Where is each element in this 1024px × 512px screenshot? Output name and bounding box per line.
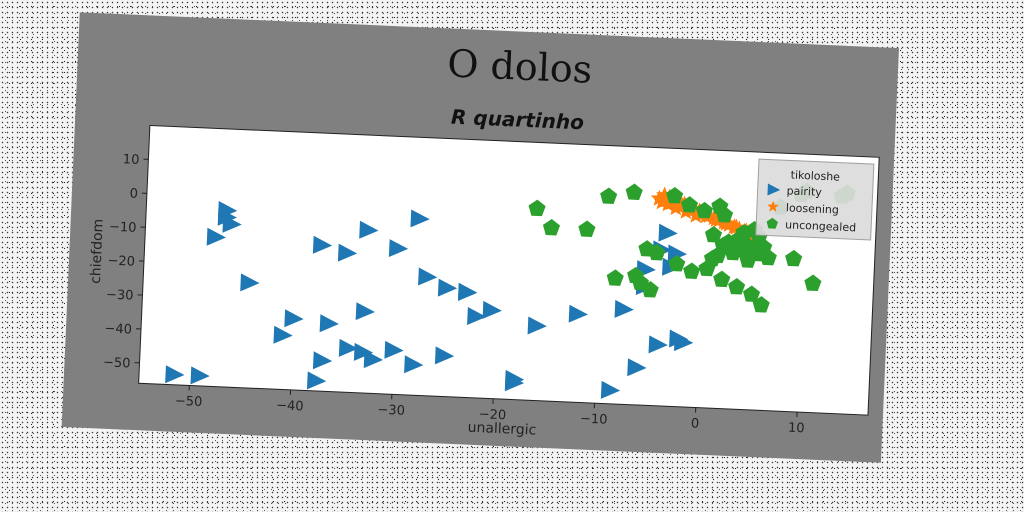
uncongealed-point (625, 183, 643, 201)
uncongealed-point (785, 249, 803, 267)
pairity-point (284, 309, 304, 328)
uncongealed-point (735, 223, 753, 241)
loosening-point (659, 195, 677, 212)
pairity-point (434, 346, 455, 365)
uncongealed-point (578, 220, 596, 238)
x-tick-label: −20 (478, 407, 506, 423)
legend-marker-loosening (767, 200, 779, 212)
pairity-point (648, 335, 668, 354)
pairity-point (658, 223, 678, 242)
legend: tikoloshe pairity loosening uncongealed (755, 158, 875, 241)
y-tick-label: 10 (123, 152, 140, 168)
pairity-point (355, 302, 375, 321)
y-tick-label: −30 (106, 287, 134, 303)
pairity-point (410, 209, 430, 228)
pairity-point (206, 227, 226, 246)
loosening-point (687, 206, 705, 224)
legend-label-uncongealed: uncongealed (785, 218, 856, 234)
y-tick-label: −50 (103, 355, 131, 371)
y-tick-label: −20 (107, 254, 135, 270)
pairity-point (418, 267, 438, 286)
pairity-point (667, 244, 687, 263)
pairity-point (312, 351, 333, 370)
pairity-point (504, 373, 525, 392)
loosening-point (707, 210, 725, 228)
x-tick-label: −50 (175, 394, 203, 410)
x-tick-label: −40 (276, 398, 304, 414)
loosening-point (727, 218, 745, 236)
pairity-point (527, 316, 547, 335)
uncongealed-point (698, 259, 716, 277)
pairity-point (457, 282, 478, 301)
uncongealed-point (759, 248, 777, 266)
plot-area (138, 124, 880, 416)
axis-ticks: −50 −40 −30 −20 −10 0 10 10 0 −10 −20 −30 −40 −50 (103, 152, 805, 437)
uncongealed-point (705, 226, 723, 243)
pairity-point (388, 239, 409, 258)
x-axis-label: unallergic (467, 420, 536, 439)
uncongealed-point (743, 285, 761, 302)
legend-box (755, 158, 875, 241)
pairity-point (404, 355, 424, 374)
uncongealed-point (716, 206, 734, 223)
loosening-point (717, 214, 735, 232)
pairity-point (600, 380, 621, 399)
pairity-point (222, 214, 242, 233)
legend-label-pairity: pairity (786, 184, 822, 199)
pairity-point (353, 342, 374, 361)
x-tick-label: 10 (788, 421, 805, 437)
uncongealed-point (606, 269, 624, 286)
x-tick-label: −10 (580, 412, 608, 428)
legend-title: tikoloshe (790, 168, 840, 183)
uncongealed-point (713, 270, 731, 288)
pairity-point (306, 371, 327, 390)
pairity-point (165, 365, 185, 384)
uncongealed-point (638, 240, 656, 257)
uncongealed-point (680, 196, 699, 213)
uncongealed-point (668, 255, 686, 272)
uncongealed-point (542, 218, 561, 236)
uncongealed-point (804, 274, 822, 292)
uncongealed-point (666, 186, 684, 204)
pairity-point (217, 207, 237, 226)
uncongealed-point (600, 187, 618, 204)
pairity-point (359, 220, 379, 239)
legend-label-loosening: loosening (786, 201, 840, 216)
x-tick-label: 0 (691, 416, 700, 431)
uncongealed-point (728, 278, 746, 295)
pairity-point (240, 273, 260, 292)
pairity-point (312, 235, 333, 254)
pairity-point (568, 304, 588, 323)
pairity-point (673, 333, 694, 352)
uncongealed-point (683, 262, 701, 279)
y-tick-label: −10 (109, 220, 137, 236)
pairity-point (273, 325, 293, 344)
uncongealed-point (695, 201, 714, 219)
loosening-point (667, 198, 685, 216)
chart-title: R quartinho (451, 105, 585, 135)
uncongealed-point (528, 199, 546, 217)
pairity-point (627, 358, 647, 377)
pairity-point (437, 278, 458, 297)
pairity-point (467, 307, 487, 326)
y-axis-label: chiefdom (88, 218, 107, 284)
y-tick-label: 0 (129, 187, 138, 202)
pairity-point (337, 243, 358, 262)
data-marks (165, 182, 856, 399)
pairity-point (384, 340, 404, 359)
uncongealed-point (627, 266, 645, 284)
legend-marker-pairity (767, 183, 781, 196)
x-tick-label: −30 (377, 403, 405, 419)
legend-marker-uncongealed (766, 217, 778, 229)
y-tick-label: −40 (104, 321, 132, 337)
pairity-point (319, 314, 339, 333)
pairity-point (614, 299, 634, 318)
pairity-point (338, 338, 359, 357)
pairity-point (482, 300, 502, 319)
pairity-point (190, 366, 210, 385)
figure-suptitle: O dolos (446, 41, 593, 91)
